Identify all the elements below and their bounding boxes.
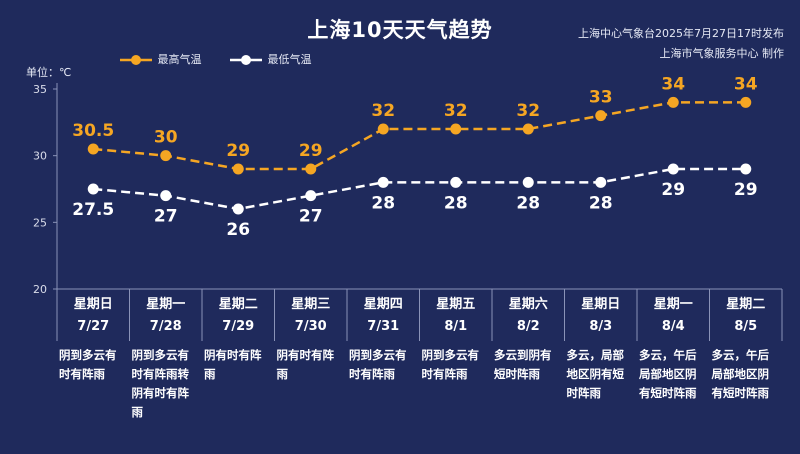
day-cell: 星期日 8/3 [565, 290, 638, 342]
y-tick-label: 25 [33, 216, 47, 229]
legend-high-marker [120, 55, 152, 65]
day-cell: 星期日 7/27 [57, 290, 130, 342]
day-cell: 星期三 7/30 [275, 290, 348, 342]
day-cell: 星期二 8/5 [710, 290, 783, 342]
high-temp-point [667, 96, 679, 108]
low-temp-point [232, 203, 244, 215]
high-temp-point [87, 143, 99, 155]
high-temp-point [232, 163, 244, 175]
weather-description: 多云，局部地区阴有短时阵雨 [566, 348, 625, 400]
high-temp-label: 34 [661, 74, 685, 94]
high-temp-label: 30 [154, 128, 178, 148]
date-label: 7/30 [294, 319, 327, 334]
weekday-label: 星期日 [73, 297, 113, 312]
weather-description: 多云，午后局部地区阴有短时阵雨 [639, 348, 697, 400]
day-cell: 星期二 7/29 [202, 290, 275, 342]
weather-description: 阴到多云有时有阵雨 [59, 348, 117, 381]
low-temp-label: 27 [154, 207, 178, 227]
high-temp-label: 29 [226, 141, 250, 161]
source-note: 上海中心气象台2025年7月27日17时发布 上海市气象服务中心 制作 [578, 24, 784, 64]
weather-description: 阴到多云有时有阵雨转阴有时有阵雨 [131, 348, 190, 419]
high-temp-line [93, 101, 746, 171]
low-temp-label: 29 [734, 180, 758, 200]
low-temp-label: 26 [226, 220, 250, 240]
high-temp-label: 32 [516, 101, 540, 121]
low-temp-point [450, 176, 462, 188]
chart-title: 上海10天天气趋势 [307, 18, 493, 42]
high-temp-point [450, 123, 462, 135]
high-temp-label: 32 [371, 101, 395, 121]
high-temp-label: 34 [734, 74, 758, 94]
weekday-label: 星期二 [218, 297, 258, 312]
high-temp-label: 29 [299, 141, 323, 161]
high-temp-point [160, 150, 172, 162]
date-label: 8/1 [444, 319, 468, 334]
low-temp-label: 28 [444, 193, 468, 213]
date-label: 8/4 [661, 319, 685, 334]
date-label: 8/5 [734, 319, 758, 334]
date-label: 7/31 [367, 319, 400, 334]
low-temp-label: 28 [516, 193, 540, 213]
legend-high: 最高气温 [118, 51, 202, 67]
date-label: 7/27 [77, 319, 110, 334]
high-temp-label: 30.5 [72, 121, 114, 141]
day-cell: 星期五 8/1 [420, 290, 493, 342]
weekday-label: 星期一 [653, 297, 693, 312]
weather-description: 阴到多云有时有阵雨 [349, 348, 407, 381]
y-tick-label: 30 [33, 150, 47, 163]
day-cell: 星期六 8/2 [492, 290, 565, 342]
weekday-label: 星期三 [291, 297, 331, 312]
low-temp-point [377, 176, 389, 188]
weekday-label: 星期六 [508, 297, 548, 312]
high-temp-point [522, 123, 534, 135]
weekday-label: 星期二 [726, 297, 766, 312]
legend-low-marker [230, 55, 262, 65]
weather-description: 多云到阴有短时阵雨 [494, 348, 552, 381]
weather-description: 阴有时有阵雨 [276, 348, 335, 381]
high-temp-point [305, 163, 317, 175]
low-temp-label: 27.5 [72, 200, 114, 220]
high-temp-point [595, 110, 607, 122]
date-label: 7/29 [222, 319, 255, 334]
weekday-label: 星期四 [363, 297, 403, 312]
legend-high-label: 最高气温 [157, 53, 202, 66]
low-temp-point [305, 190, 317, 202]
day-cell: 星期一 8/4 [637, 290, 710, 342]
high-temp-point [740, 96, 752, 108]
low-temp-line [93, 167, 746, 211]
legend-low: 最低气温 [228, 51, 312, 67]
weekday-label: 星期五 [436, 297, 476, 312]
date-label: 7/28 [149, 319, 182, 334]
low-temp-label: 28 [371, 193, 395, 213]
y-tick-label: 20 [33, 283, 47, 296]
weather-description: 阴有时有阵雨 [204, 348, 262, 381]
weekday-label: 星期日 [581, 297, 621, 312]
legend-low-label: 最低气温 [267, 53, 312, 66]
day-cell: 星期四 7/31 [347, 290, 420, 342]
low-temp-point [522, 176, 534, 188]
low-temp-point [667, 163, 679, 175]
low-temp-label: 29 [661, 180, 685, 200]
low-temp-point [160, 190, 172, 202]
low-temp-label: 28 [589, 193, 613, 213]
weather-description: 阴到多云有时有阵雨 [421, 348, 480, 381]
weather-description: 多云，午后局部地区阴有短时阵雨 [711, 348, 770, 400]
low-temp-point [87, 183, 99, 195]
low-temp-point [595, 176, 607, 188]
date-label: 8/2 [516, 319, 540, 334]
source-line-2: 上海市气象服务中心 制作 [659, 47, 785, 60]
source-line-1: 上海中心气象台2025年7月27日17时发布 [578, 27, 784, 40]
low-temp-label: 27 [299, 207, 323, 227]
high-temp-point [377, 123, 389, 135]
high-temp-label: 32 [444, 101, 468, 121]
weekday-label: 星期一 [146, 297, 186, 312]
date-label: 8/3 [589, 319, 613, 334]
day-cell: 星期一 7/28 [130, 290, 203, 342]
high-temp-label: 33 [589, 88, 613, 108]
y-tick-label: 35 [33, 83, 47, 96]
low-temp-point [740, 163, 752, 175]
y-unit-label: 单位：℃ [26, 66, 72, 79]
